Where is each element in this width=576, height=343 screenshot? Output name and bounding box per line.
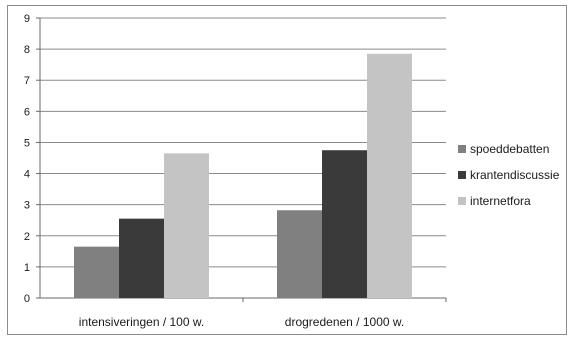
y-tick-label: 0 (24, 293, 30, 305)
bars (74, 53, 412, 299)
bar-spoeddebatten-1 (277, 210, 322, 298)
y-tick-labels: 0 1 2 3 4 5 6 7 8 9 (24, 13, 30, 305)
category-labels: intensiveringen / 100 w. drogredenen / 10… (79, 315, 404, 329)
y-tick-label: 7 (24, 75, 30, 87)
legend-swatch-krantendiscussie (458, 171, 466, 179)
y-tick-label: 5 (24, 137, 30, 149)
y-tick-label: 4 (24, 169, 30, 181)
legend-label-internetfora: internetfora (470, 194, 531, 208)
legend-swatch-internetfora (458, 197, 466, 205)
y-tick-label: 8 (24, 44, 30, 56)
y-tick-label: 3 (24, 200, 30, 212)
y-tick-label: 2 (24, 231, 30, 243)
bar-internetfora-0 (164, 153, 209, 298)
category-label: drogredenen / 1000 w. (285, 315, 404, 329)
legend-swatch-spoeddebatten (458, 145, 466, 153)
legend-label-krantendiscussie: krantendiscussie (470, 168, 560, 182)
legend-label-spoeddebatten: spoeddebatten (470, 142, 549, 156)
bar-spoeddebatten-0 (74, 246, 119, 298)
bar-internetfora-1 (367, 53, 412, 299)
bar-krantendiscussie-1 (322, 150, 367, 298)
legend: spoeddebatten krantendiscussie internetfor… (458, 142, 560, 208)
bar-krantendiscussie-0 (119, 218, 164, 298)
y-tick-label: 9 (24, 13, 30, 25)
category-label: intensiveringen / 100 w. (79, 315, 204, 329)
y-tick-label: 1 (24, 262, 30, 274)
y-tick-label: 6 (24, 106, 30, 118)
